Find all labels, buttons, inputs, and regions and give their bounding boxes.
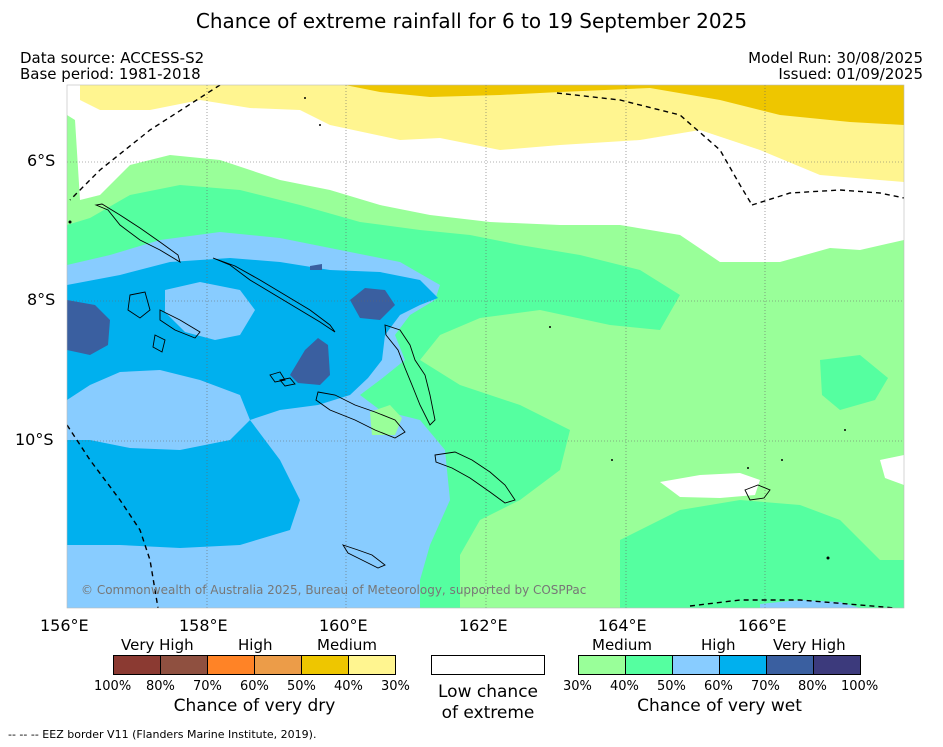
wet-80-patch-west bbox=[67, 300, 110, 355]
wet-pct-30: 30% bbox=[563, 679, 592, 694]
choiseul-outline bbox=[212, 257, 336, 333]
dry-pct-60: 60% bbox=[240, 679, 269, 694]
x-tick-156: 156°E bbox=[40, 616, 89, 635]
eez-southwest bbox=[67, 424, 159, 608]
dry-swatch-60-50 bbox=[254, 655, 302, 675]
dry-level-high: High bbox=[238, 636, 273, 654]
wet-swatch-80-100 bbox=[813, 655, 861, 675]
wet-swatch-30-40 bbox=[578, 655, 626, 675]
wet-50-hole bbox=[165, 282, 255, 340]
wet-40-region-east bbox=[820, 355, 888, 410]
wet-caption: Chance of very wet bbox=[637, 696, 802, 716]
dry-level-very-high: Very High bbox=[121, 636, 194, 654]
dry-pct-80: 80% bbox=[146, 679, 175, 694]
dry-pct-100: 100% bbox=[94, 679, 132, 694]
guadalcanal-outline bbox=[315, 391, 406, 439]
wet-swatch-40-50 bbox=[625, 655, 673, 675]
islets bbox=[68, 97, 846, 560]
makira-outline bbox=[341, 544, 386, 569]
wet-level-very-high: Very High bbox=[773, 636, 846, 654]
wet-swatch-50-60 bbox=[672, 655, 720, 675]
low-chance-swatch bbox=[431, 655, 545, 675]
dry-30-region bbox=[80, 85, 904, 182]
copyright-text: © Commonwealth of Australia 2025, Bureau… bbox=[81, 583, 587, 597]
dry-swatch-40-30 bbox=[348, 655, 396, 675]
small-islands bbox=[269, 371, 296, 387]
dry-swatch-80-70 bbox=[160, 655, 208, 675]
dry-swatch-100-80 bbox=[113, 655, 161, 675]
low-chance-patch-2 bbox=[880, 455, 904, 485]
eez-south bbox=[689, 599, 896, 608]
eez-east bbox=[751, 189, 904, 206]
issued-date: Issued: 01/09/2025 bbox=[778, 65, 923, 83]
dry-caption: Chance of very dry bbox=[173, 696, 336, 716]
low-chance-caption-line2: of extreme bbox=[441, 703, 535, 723]
wet-60-region bbox=[67, 258, 438, 548]
x-tick-164: 164°E bbox=[598, 616, 647, 635]
dry-40-region bbox=[345, 85, 904, 125]
wet-pct-100: 100% bbox=[841, 679, 879, 694]
graticule bbox=[67, 85, 904, 608]
bougainville-outline bbox=[94, 203, 181, 263]
dry-pct-50: 50% bbox=[287, 679, 316, 694]
dry-level-medium: Medium bbox=[317, 636, 377, 654]
x-tick-160: 160°E bbox=[319, 616, 368, 635]
low-chance-caption: Low chance of extreme bbox=[415, 682, 561, 724]
map-plot bbox=[67, 85, 904, 608]
wet-pct-50: 50% bbox=[657, 679, 686, 694]
wet-swatch-70-80 bbox=[766, 655, 814, 675]
y-tick-8s: 8°S bbox=[27, 290, 56, 309]
y-tick-10s: 10°S bbox=[15, 430, 54, 449]
data-source: Data source: ACCESS-S2 bbox=[20, 49, 205, 67]
meta-right: Model Run: 30/08/2025 Issued: 01/09/2025 bbox=[748, 50, 923, 82]
wet-pct-70: 70% bbox=[751, 679, 780, 694]
santa-cruz-outline bbox=[744, 484, 771, 501]
dry-pct-70: 70% bbox=[193, 679, 222, 694]
meta-left: Data source: ACCESS-S2 Base period: 1981… bbox=[20, 50, 204, 82]
wet-70-patch-3 bbox=[310, 264, 322, 270]
wet-50-southwest bbox=[67, 370, 250, 450]
wet-level-high: High bbox=[701, 636, 736, 654]
new-georgia-outline bbox=[127, 291, 201, 353]
model-run: Model Run: 30/08/2025 bbox=[748, 49, 923, 67]
wet-pct-80: 80% bbox=[798, 679, 827, 694]
low-chance-patch-1 bbox=[660, 473, 760, 498]
plot-frame bbox=[66, 84, 905, 609]
santa-isabel-outline bbox=[384, 324, 436, 426]
eez-borders bbox=[67, 85, 904, 608]
map-title: Chance of extreme rainfall for 6 to 19 S… bbox=[195, 9, 748, 33]
base-period: Base period: 1981-2018 bbox=[20, 65, 201, 83]
wet-pct-60: 60% bbox=[704, 679, 733, 694]
wet-level-medium: Medium bbox=[592, 636, 652, 654]
wet-40-region-south bbox=[620, 500, 904, 608]
malaita-outline bbox=[434, 451, 516, 504]
dry-swatch-50-40 bbox=[301, 655, 349, 675]
wet-50-strip bbox=[760, 600, 860, 608]
x-tick-158: 158°E bbox=[179, 616, 228, 635]
wet-swatch-60-70 bbox=[719, 655, 767, 675]
eez-footer-note: -- -- -- EEZ border V11 (Flanders Marine… bbox=[8, 728, 317, 741]
wet-30-patch-islands bbox=[370, 405, 402, 435]
wet-70-patch-1 bbox=[290, 338, 330, 385]
y-tick-6s: 6°S bbox=[27, 151, 56, 170]
dry-pct-30: 30% bbox=[381, 679, 410, 694]
x-tick-162: 162°E bbox=[459, 616, 508, 635]
x-tick-166: 166°E bbox=[738, 616, 787, 635]
dry-pct-40: 40% bbox=[334, 679, 363, 694]
coastlines bbox=[94, 203, 771, 569]
wet-70-patch-2 bbox=[350, 288, 395, 320]
wet-pct-40: 40% bbox=[610, 679, 639, 694]
dry-swatch-70-60 bbox=[207, 655, 255, 675]
low-chance-caption-line1: Low chance bbox=[438, 682, 538, 702]
